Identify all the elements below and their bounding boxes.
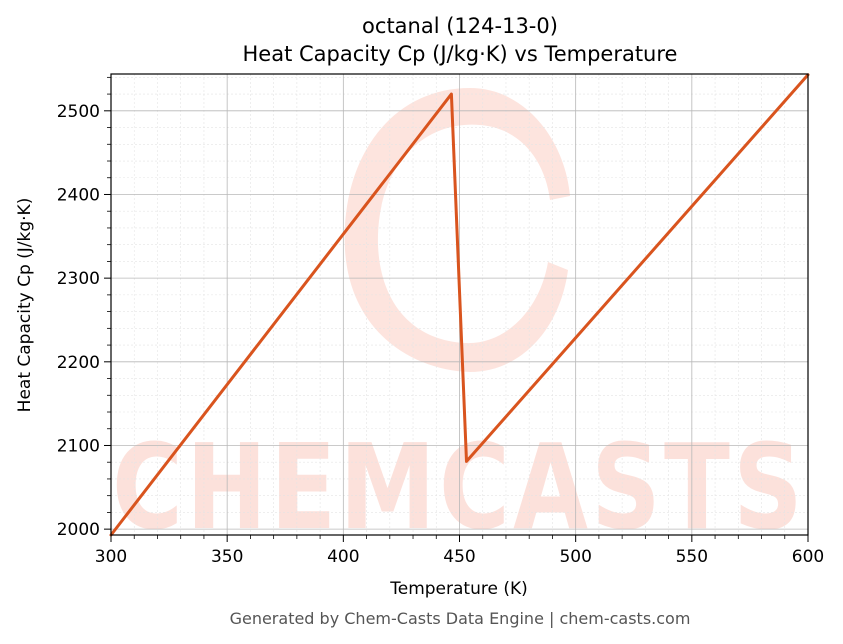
series-line-heat-capacity xyxy=(109,73,810,537)
y-tick-label: 2000 xyxy=(57,520,100,540)
y-tick-label: 2300 xyxy=(57,269,100,289)
y-tick-label: 2500 xyxy=(57,102,100,122)
x-tick-label: 400 xyxy=(327,547,359,567)
x-tick-label: 300 xyxy=(95,547,127,567)
x-tick-label: 550 xyxy=(676,547,708,567)
x-tick-label: 350 xyxy=(211,547,243,567)
footer-credit: Generated by Chem-Casts Data Engine | ch… xyxy=(230,609,691,628)
x-tick-label: 500 xyxy=(559,547,591,567)
y-tick-label: 2400 xyxy=(57,185,100,205)
y-tick-label: 2200 xyxy=(57,353,100,373)
chart-title: octanal (124-13-0) xyxy=(362,14,558,38)
y-axis-ticks: 2000 2100 2200 2300 2400 2500 xyxy=(57,76,111,540)
x-axis-label: Temperature (K) xyxy=(389,579,528,599)
y-axis-label: Heat Capacity Cp (J/kg·K) xyxy=(15,198,35,413)
x-axis-ticks: 300 350 400 450 500 550 600 xyxy=(95,535,824,567)
x-tick-label: 600 xyxy=(792,547,824,567)
x-tick-label: 450 xyxy=(443,547,475,567)
series-layer xyxy=(109,73,810,537)
chart-subtitle: Heat Capacity Cp (J/kg·K) vs Temperature xyxy=(243,42,678,66)
y-tick-label: 2100 xyxy=(57,436,100,456)
